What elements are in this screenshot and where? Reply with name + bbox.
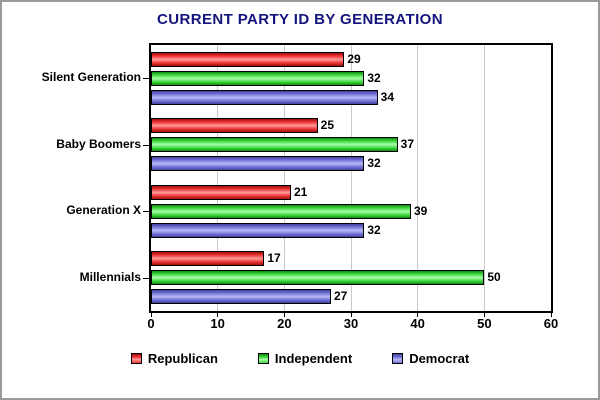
bar-value-label: 25 [320, 118, 335, 133]
x-axis-tick-label: 60 [543, 316, 559, 331]
bar-independent-4 [151, 270, 485, 286]
bar-row: 27 [151, 289, 348, 305]
bar-value-label: 17 [267, 251, 281, 266]
bar-republican-2 [151, 118, 318, 134]
bar-row: 29 [151, 51, 361, 67]
bar-row: 32 [151, 222, 381, 238]
category-tick-mark [143, 144, 149, 146]
x-axis-tick-mark [483, 313, 485, 317]
legend-label: Republican [147, 351, 218, 366]
bar-row: 32 [151, 156, 381, 172]
bar-value-label: 27 [334, 289, 348, 304]
bar-row: 39 [151, 203, 428, 219]
x-axis-tick-label: 0 [147, 316, 155, 331]
bar-value-label: 37 [400, 137, 415, 152]
category-label: Silent Generation [41, 70, 141, 85]
bar-value-label: 29 [347, 51, 361, 66]
x-axis-tick-mark [417, 313, 419, 317]
bar-republican-4 [151, 251, 265, 267]
bar-row: 37 [151, 137, 415, 153]
bar-independent-3 [151, 203, 411, 219]
category-label: Generation X [66, 203, 141, 218]
bar-row: 21 [151, 184, 308, 200]
legend: Republican Independent Democrat [2, 351, 598, 366]
x-axis-tick-label: 20 [277, 316, 292, 331]
x-axis-tick-mark [350, 313, 352, 317]
bar-value-label: 32 [367, 156, 381, 171]
x-axis-tick-label: 40 [410, 316, 425, 331]
x-axis-tick-mark [283, 313, 285, 317]
bar-value-label: 34 [380, 89, 395, 104]
x-axis-tick-label: 30 [343, 316, 359, 331]
bar-independent-2 [151, 137, 398, 153]
gridline [217, 45, 219, 311]
legend-item-democrat: Democrat [392, 351, 469, 366]
chart-title: CURRENT PARTY ID BY GENERATION [157, 11, 443, 28]
gridline [283, 45, 285, 311]
bar-democrat-2 [151, 156, 365, 172]
bar-value-label: 32 [367, 222, 381, 237]
gridline [417, 45, 419, 311]
bar-row: 50 [151, 270, 501, 286]
legend-item-republican: Republican [130, 351, 218, 366]
x-axis-tick-mark [150, 313, 152, 317]
legend-item-independent: Independent [257, 351, 353, 366]
gridline [483, 45, 485, 311]
legend-swatch-independent [257, 353, 269, 364]
legend-label: Democrat [409, 351, 470, 366]
bar-row: 25 [151, 118, 335, 134]
x-axis-tick-mark [550, 313, 552, 317]
category-label: Baby Boomers [56, 136, 141, 151]
x-axis-tick-label: 10 [210, 316, 225, 331]
category-label: Millennials [79, 269, 141, 284]
legend-swatch-democrat [392, 353, 404, 364]
gridline [350, 45, 352, 311]
bar-value-label: 21 [294, 184, 308, 199]
bar-democrat-3 [151, 222, 365, 238]
bar-row: 34 [151, 89, 395, 105]
bar-democrat-4 [151, 289, 331, 305]
bar-democrat-1 [151, 89, 378, 105]
bar-value-label: 39 [414, 203, 428, 218]
bar-independent-1 [151, 70, 365, 86]
category-tick-mark [143, 211, 149, 213]
bar-row: 32 [151, 70, 381, 86]
bar-value-label: 32 [367, 70, 381, 85]
category-tick-mark [143, 78, 149, 80]
bar-value-label: 50 [487, 270, 501, 285]
x-axis-tick-mark [217, 313, 219, 317]
legend-label: Independent [274, 351, 353, 366]
bar-row: 17 [151, 251, 281, 267]
x-axis-tick-label: 50 [477, 316, 492, 331]
plot-area: 29 32 34 25 37 32 21 39 32 17 50 27 [149, 43, 553, 313]
bar-republican-1 [151, 51, 345, 67]
bar-republican-3 [151, 184, 291, 200]
category-tick-mark [143, 277, 149, 279]
legend-swatch-republican [130, 353, 142, 364]
